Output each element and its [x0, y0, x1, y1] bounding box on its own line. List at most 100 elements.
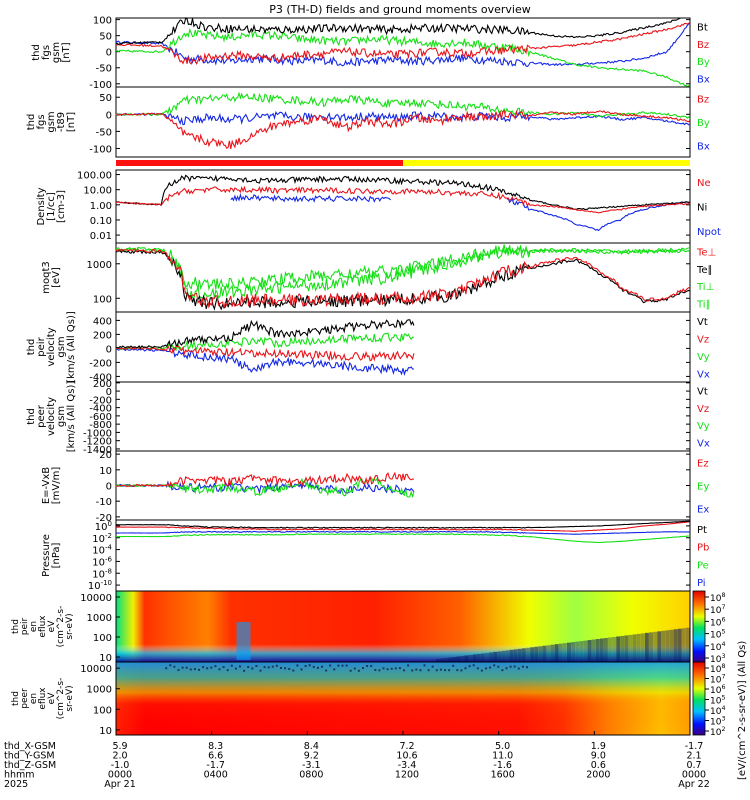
y-axis-label: thd: [26, 408, 37, 425]
electron-speckle: [300, 668, 303, 671]
x-col-value: -1.7: [685, 741, 704, 752]
y-tick-label: 100: [93, 16, 112, 27]
y-tick-label: 0.10: [90, 216, 112, 227]
electron-speckle: [226, 669, 229, 672]
legend-Npot: Npot: [697, 227, 721, 238]
y-axis-label: thd: [31, 44, 42, 61]
bar-bar_yellow: [403, 160, 690, 166]
electron-speckle: [239, 665, 241, 668]
electron-speckle: [333, 668, 336, 671]
ion-low-energy-speckle: [472, 654, 477, 662]
ion-low-energy-speckle: [505, 650, 510, 662]
series-Npot: [230, 192, 691, 232]
electron-speckle: [259, 669, 262, 672]
electron-speckle: [353, 667, 356, 670]
colorbar-tick-label: 106: [710, 616, 725, 628]
x-col-value: 0000: [108, 770, 132, 781]
colorbar-tick-label: 104: [710, 641, 725, 653]
legend-Vt: Vt: [697, 317, 708, 328]
y-axis-label: eflux: [38, 687, 48, 710]
series-Vy: [115, 332, 415, 352]
x-row-label: 2025: [4, 779, 28, 790]
y-axis-label: Pressure: [41, 534, 52, 577]
electron-speckle: [210, 666, 213, 669]
electron-speckle: [177, 669, 180, 672]
series-Te⊥: [115, 248, 691, 310]
electron-speckle: [165, 667, 168, 670]
y-axis-label: velocity: [46, 327, 57, 366]
x-col-value: 5.9: [112, 741, 127, 752]
y-axis-label: eflux: [38, 615, 48, 638]
series-Pt: [115, 520, 691, 529]
y-axis-label: peer: [36, 404, 47, 428]
spectrogram-electron-shading: [116, 662, 690, 735]
x-col-value: -1.7: [206, 760, 225, 771]
legend-By: By: [697, 57, 710, 68]
y-axis-label: (cm^2-s-: [56, 606, 66, 648]
legend-Ey: Ey: [697, 482, 709, 493]
ion-low-energy-speckle: [464, 655, 469, 662]
ion-low-energy-speckle: [681, 628, 686, 662]
legend-Ti∥: Ti∥: [696, 299, 711, 310]
ion-low-energy-speckle: [562, 643, 567, 662]
y-tick-label: 1000: [87, 613, 112, 624]
ion-low-energy-speckle: [677, 628, 682, 662]
y-axis-label: -t89: [56, 112, 67, 132]
legend-Bx: Bx: [697, 74, 710, 85]
colorbar-tick-label: 107: [710, 674, 725, 686]
legend-Bx: Bx: [697, 141, 710, 152]
ion-low-energy-speckle: [587, 640, 592, 662]
x-col-value: 5.0: [495, 741, 510, 752]
x-col-value: 8.4: [304, 741, 319, 752]
electron-speckle: [390, 667, 393, 670]
electron-speckle: [222, 666, 225, 669]
electron-speckle: [394, 667, 397, 670]
ion-low-energy-speckle: [452, 657, 457, 662]
electron-speckle: [464, 667, 467, 670]
y-axis-label: Density: [36, 187, 47, 225]
ion-low-energy-speckle: [632, 634, 637, 662]
x-col-value: 0.7: [686, 760, 701, 771]
colorbar-tick-label: 103: [710, 653, 725, 665]
series-By: [115, 91, 691, 119]
electron-speckle: [296, 664, 299, 667]
y-axis-label: (cm^2-s-: [56, 678, 66, 720]
x-col-value: 1200: [395, 770, 419, 781]
electron-speckle: [403, 669, 405, 672]
y-tick-label: 200: [93, 330, 112, 341]
ion-low-energy-speckle: [468, 654, 473, 662]
legend-Ti⊥: Ti⊥: [696, 282, 714, 293]
x-col-value: 2.1: [686, 751, 701, 762]
x-col-value: -3.1: [302, 760, 321, 771]
electron-speckle: [497, 665, 500, 668]
y-tick-label: -400: [89, 404, 112, 415]
x-col-value: 0000: [682, 770, 706, 781]
spectrogram-axis: 10 100 1000 10000 thd peer en eflux eV (cm^2-s-sr…: [11, 664, 120, 737]
y-tick-label: 0: [106, 344, 112, 355]
y-tick-label: 10: [99, 653, 112, 664]
electron-speckle: [234, 667, 237, 670]
electron-speckle: [218, 668, 221, 671]
y-axis-label: [eV]: [51, 267, 62, 288]
series-Pe: [115, 533, 691, 544]
legend-Ni: Ni: [697, 203, 707, 214]
ion-low-energy-speckle: [579, 641, 584, 662]
ion-low-energy-speckle: [685, 627, 690, 662]
y-axis-label: thd: [11, 691, 21, 706]
electron-speckle: [321, 665, 323, 668]
ion-low-energy-speckle: [616, 636, 621, 662]
panel-1: -100 -50 0 50 100 thd fgs gsm [nT] Bt Bz By Bx: [31, 16, 710, 91]
electron-speckle: [382, 667, 385, 670]
electron-speckle: [419, 669, 422, 672]
electron-speckle: [526, 666, 528, 669]
electron-speckle: [312, 665, 315, 668]
ion-low-energy-speckle: [542, 645, 547, 662]
y-axis-label: gsm: [56, 336, 67, 357]
y-axis-label: [nPa]: [51, 542, 62, 568]
ion-low-energy-speckle: [558, 643, 563, 662]
y-axis-label: en: [29, 621, 39, 632]
legend-Vz: Vz: [697, 334, 709, 345]
y-tick-label: -200: [89, 358, 112, 369]
x-col-value: Apr 22: [678, 779, 710, 790]
electron-speckle: [206, 667, 209, 670]
